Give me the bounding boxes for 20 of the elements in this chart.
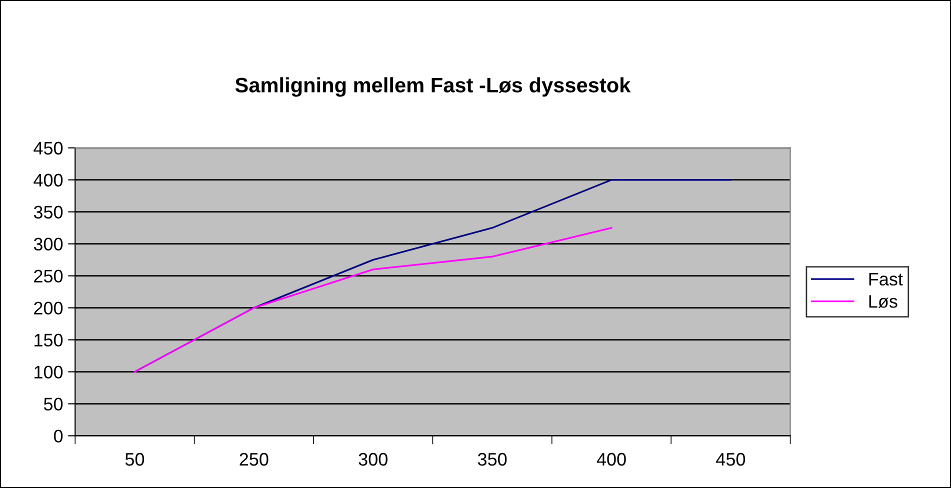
x-tick-label: 450: [716, 452, 746, 466]
y-tick-label: 0: [54, 430, 63, 443]
chart-title: Samligning mellem Fast -Løs dyssestok: [235, 77, 631, 97]
legend-label: Løs: [869, 295, 898, 308]
y-tick-label: 100: [34, 366, 63, 379]
legend-label: Fast: [869, 272, 903, 286]
y-tick-label: 300: [34, 238, 63, 251]
x-tick-label: 350: [478, 452, 507, 466]
y-tick-label: 200: [34, 302, 63, 315]
x-tick-label: 300: [358, 452, 388, 466]
y-tick-label: 450: [34, 142, 63, 155]
x-tick-label: 250: [240, 452, 268, 466]
y-tick-label: 400: [34, 174, 63, 187]
line-series: [134, 227, 612, 373]
y-tick-label: 250: [34, 270, 63, 283]
y-tick-label: 150: [34, 334, 63, 347]
x-tick-label: 50: [125, 452, 144, 466]
x-tick-label: 400: [596, 452, 626, 466]
y-tick-label: 50: [44, 398, 63, 411]
y-tick-label: 350: [34, 206, 63, 219]
